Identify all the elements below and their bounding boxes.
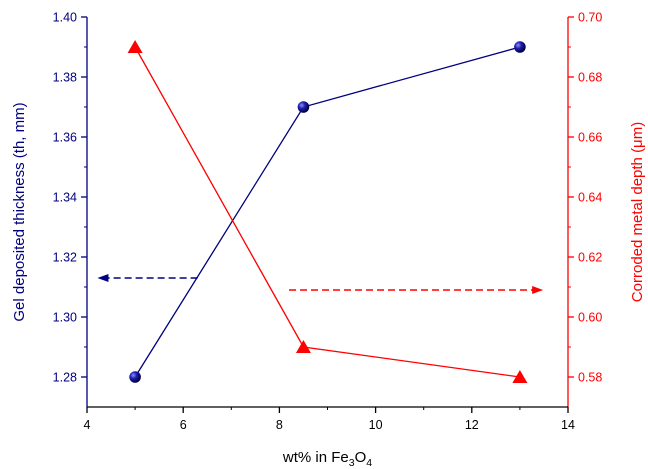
y-right-tick-label: 0.62 [578,251,602,265]
arrow-head [97,274,109,282]
x-tick-label: 4 [84,418,91,432]
x-axis-title-part: wt% in Fe [282,449,349,466]
arrow-head [532,286,544,294]
data-point-sphere [129,371,141,383]
y-left-tick-label: 1.36 [53,131,77,145]
annotations [97,274,544,294]
x-tick-label: 10 [369,418,383,432]
y-left-tick-label: 1.38 [53,71,77,85]
x-axis-title-part: O [355,449,367,466]
y-left-tick-label: 1.34 [53,191,77,205]
axis-titles: wt% in Fe3O4 Gel deposited thickness (th… [11,102,646,469]
y-left-axis-title: Gel deposited thickness (th, mm) [11,102,28,321]
y-right-tick-label: 0.58 [578,371,602,385]
x-tick-label: 8 [276,418,283,432]
x-tick-label: 14 [561,418,575,432]
data-point-triangle [295,340,311,353]
y-left-tick-label: 1.30 [53,311,77,325]
series [127,40,528,383]
x-axis-title-part: 3 [349,457,355,469]
y-right-tick-label: 0.68 [578,71,602,85]
data-point-triangle [127,40,143,53]
data-point-triangle [512,370,528,383]
series-line-left [134,46,521,378]
y-right-tick-label: 0.70 [578,11,602,25]
y-right-tick-label: 0.66 [578,131,602,145]
y-right-tick-label: 0.60 [578,311,602,325]
axes: 4 6 8 10 12 14 1.28 1.30 1.32 1.34 1.36 1.38 1.40 0.5… [53,11,603,433]
y-left-tick-label: 1.40 [53,11,77,25]
y-right-axis-title: Corroded metal depth (μm) [629,122,646,302]
y-left-tick-label: 1.32 [53,251,77,265]
data-point-sphere [297,101,310,113]
x-tick-label: 12 [465,418,479,432]
x-tick-label: 6 [180,418,187,432]
x-axis-title: wt% in Fe3O4 [282,449,372,469]
y-right-tick-label: 0.64 [578,191,602,205]
series-line-right [134,46,520,378]
y-left-tick-label: 1.28 [53,371,77,385]
data-point-sphere [514,41,526,53]
x-axis-title-part: 4 [366,457,372,469]
